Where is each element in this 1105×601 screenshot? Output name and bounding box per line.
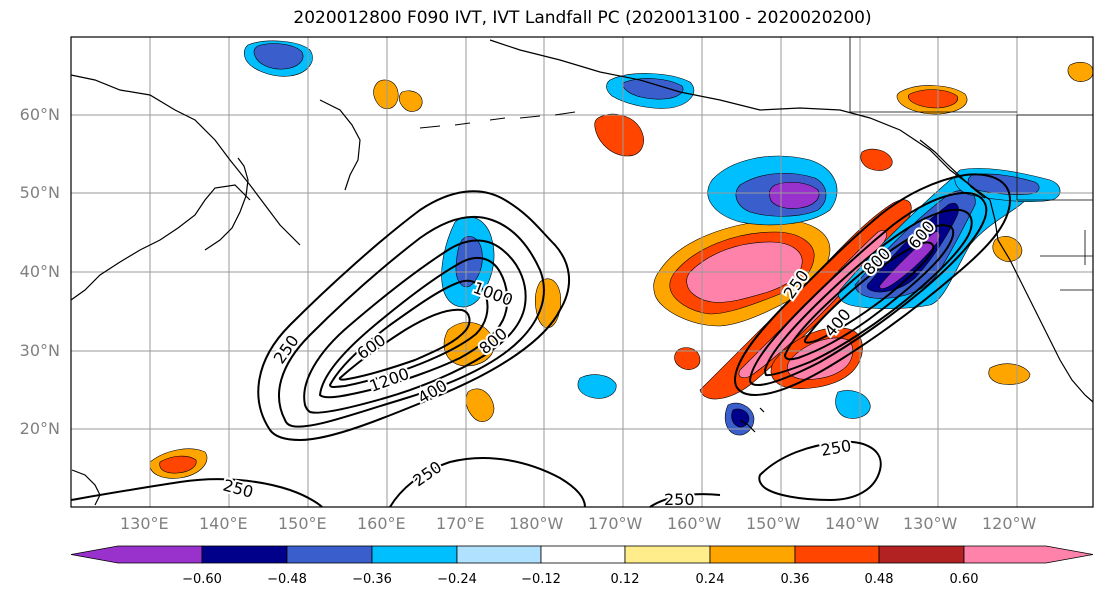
positive-region-gulf-east [1067, 62, 1094, 82]
coast-bc [919, 139, 986, 199]
colorbar-tick-label: 0.12 [610, 572, 640, 587]
coast-alaska [489, 39, 991, 201]
lon-label: 150°E [278, 514, 327, 533]
coastlines [70, 37, 1094, 506]
colorbar-segment [963, 545, 1094, 564]
coast-japan [204, 157, 249, 251]
colorbar-segment [709, 545, 796, 564]
colorbar-segment [371, 545, 458, 564]
lon-label: 160°W [667, 514, 722, 533]
positive-region-mid [674, 347, 701, 370]
colorbar-tick-label: 0.24 [695, 572, 725, 587]
aleutians [419, 111, 576, 129]
lon-label: 160°E [357, 514, 406, 533]
coast-asia [70, 74, 301, 301]
contour-400-west [278, 215, 545, 428]
coast-kamchatka [319, 99, 361, 191]
negative-region-northwest-core [253, 43, 304, 70]
negative-region-east-small [835, 390, 871, 419]
positive-region-bering [373, 79, 399, 110]
contour-600-west [303, 239, 527, 414]
lon-label: 140°E [199, 514, 248, 533]
colorbar-tick-label: 0.60 [949, 572, 979, 587]
colorbar [70, 545, 1094, 564]
lon-label: 150°W [746, 514, 801, 533]
negative-region-gulf-core [622, 78, 684, 100]
lon-label: 170°W [588, 514, 643, 533]
negative-region-subtropical [577, 374, 617, 399]
negative-band-east-core [879, 231, 940, 290]
colorbar-segment [201, 545, 288, 564]
contour-250-west [257, 190, 571, 442]
colorbar-segment [540, 545, 626, 564]
lon-label: 170°E [436, 514, 485, 533]
colorbar-tick-label: 0.48 [864, 572, 894, 587]
contour-label-250-southcentral: 250 [664, 490, 695, 509]
contour-250-east [733, 173, 1012, 397]
gridlines [71, 37, 1093, 507]
colorbar-segment [794, 545, 880, 564]
lat-label: 60°N [19, 105, 60, 124]
contour-1200-west [338, 308, 471, 381]
lon-label: 180°W [509, 514, 564, 533]
colorbar-tick-label: −0.12 [521, 572, 561, 587]
lat-label: 50°N [19, 183, 60, 202]
pc-shading [149, 40, 1094, 479]
colorbar-tick-label: −0.60 [182, 572, 222, 587]
positive-region-southwest-core [159, 455, 197, 474]
contour-250-south-east [649, 493, 721, 508]
contour-250-southeast [758, 440, 882, 502]
negative-region-west-inner [455, 236, 483, 288]
positive-region-bering-2 [398, 90, 423, 112]
contour-1000-east [803, 241, 935, 344]
positive-region-far-southeast [988, 363, 1031, 385]
contour-250-south-mid [389, 456, 586, 508]
lat-label: 30°N [19, 341, 60, 360]
positive-region-northeast-pacific [860, 148, 893, 171]
positive-region-west [443, 322, 495, 367]
coast-na-west [989, 199, 1094, 403]
contour-800-east [783, 224, 955, 361]
coast-hawaii [739, 407, 765, 433]
lat-label: 20°N [19, 419, 60, 438]
colorbar-segment [70, 545, 203, 564]
negative-region-north-core [768, 181, 820, 209]
state-borders [849, 37, 1093, 291]
colorbar-tick-label: −0.24 [437, 572, 477, 587]
contour-250-south-west [70, 478, 323, 508]
contour-800-west [318, 256, 509, 399]
colorbar-tick-label: 0.36 [780, 572, 810, 587]
colorbar-segment [286, 545, 373, 564]
map-title: 2020012800 F090 IVT, IVT Landfall PC (20… [293, 8, 872, 28]
colorbar-tick-label: −0.36 [352, 572, 392, 587]
lat-label: 40°N [19, 262, 60, 281]
contour-1000-west [328, 279, 489, 388]
ivt-contours [70, 173, 1012, 508]
map-border [70, 36, 1094, 508]
lon-label: 120°W [982, 514, 1037, 533]
colorbar-segment [624, 545, 711, 564]
lon-label: 140°W [825, 514, 880, 533]
positive-region-ne-pacific [594, 113, 644, 157]
lon-label: 130°E [120, 514, 169, 533]
colorbar-segment [878, 545, 965, 564]
colorbar-tick-label: −0.48 [267, 572, 307, 587]
contour-400-east [748, 191, 988, 387]
colorbar-segment [456, 545, 542, 564]
lon-label: 130°W [903, 514, 958, 533]
positive-region-west-small [534, 278, 562, 329]
contour-600-east [763, 208, 973, 377]
coast-philippines [71, 469, 101, 506]
